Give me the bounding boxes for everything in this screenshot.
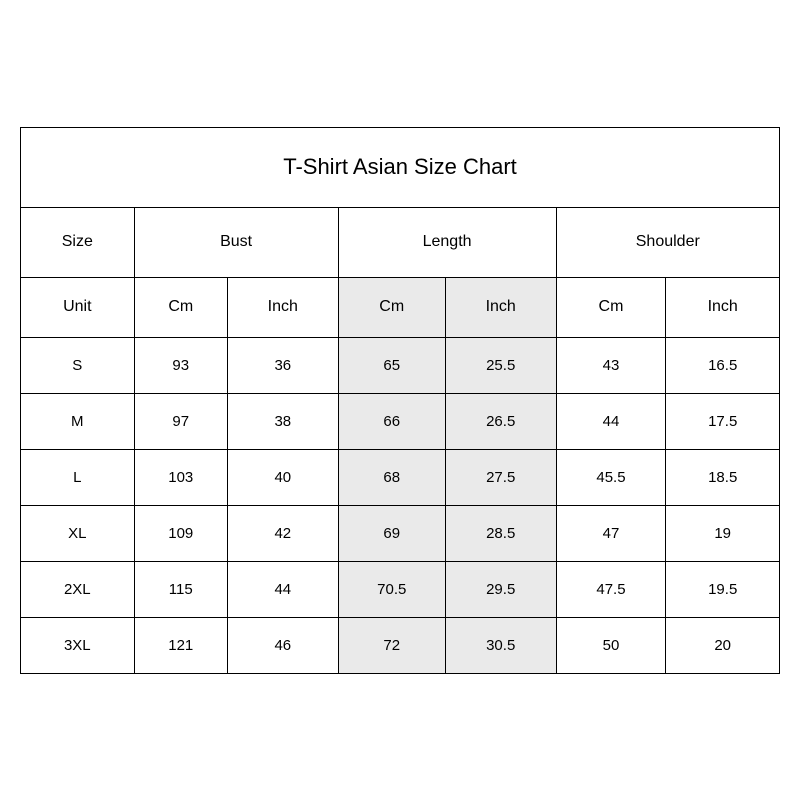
cell-length-cm: 69 bbox=[338, 505, 445, 561]
unit-bust-cm: Cm bbox=[134, 277, 227, 337]
cell-size: L bbox=[21, 449, 135, 505]
cell-bust-cm: 103 bbox=[134, 449, 227, 505]
unit-row: Unit Cm Inch Cm Inch Cm Inch bbox=[21, 277, 780, 337]
cell-bust-inch: 38 bbox=[227, 393, 338, 449]
col-header-length: Length bbox=[338, 207, 556, 277]
table-row: S 93 36 65 25.5 43 16.5 bbox=[21, 337, 780, 393]
cell-shoulder-cm: 47 bbox=[556, 505, 666, 561]
cell-length-cm: 70.5 bbox=[338, 561, 445, 617]
cell-shoulder-inch: 19 bbox=[666, 505, 780, 561]
unit-length-inch: Inch bbox=[445, 277, 556, 337]
cell-bust-inch: 40 bbox=[227, 449, 338, 505]
table-row: M 97 38 66 26.5 44 17.5 bbox=[21, 393, 780, 449]
cell-length-cm: 65 bbox=[338, 337, 445, 393]
cell-length-cm: 66 bbox=[338, 393, 445, 449]
cell-shoulder-cm: 47.5 bbox=[556, 561, 666, 617]
cell-bust-cm: 97 bbox=[134, 393, 227, 449]
table-title-row: T-Shirt Asian Size Chart bbox=[21, 127, 780, 207]
cell-shoulder-inch: 19.5 bbox=[666, 561, 780, 617]
cell-shoulder-inch: 20 bbox=[666, 617, 780, 673]
column-group-row: Size Bust Length Shoulder bbox=[21, 207, 780, 277]
unit-length-cm: Cm bbox=[338, 277, 445, 337]
cell-bust-cm: 121 bbox=[134, 617, 227, 673]
cell-length-inch: 27.5 bbox=[445, 449, 556, 505]
page-container: T-Shirt Asian Size Chart Size Bust Lengt… bbox=[0, 0, 800, 800]
cell-length-inch: 30.5 bbox=[445, 617, 556, 673]
cell-size: 3XL bbox=[21, 617, 135, 673]
cell-bust-inch: 44 bbox=[227, 561, 338, 617]
cell-shoulder-cm: 50 bbox=[556, 617, 666, 673]
cell-shoulder-inch: 18.5 bbox=[666, 449, 780, 505]
cell-size: S bbox=[21, 337, 135, 393]
table-row: 2XL 115 44 70.5 29.5 47.5 19.5 bbox=[21, 561, 780, 617]
cell-bust-cm: 109 bbox=[134, 505, 227, 561]
cell-bust-cm: 115 bbox=[134, 561, 227, 617]
unit-bust-inch: Inch bbox=[227, 277, 338, 337]
cell-bust-cm: 93 bbox=[134, 337, 227, 393]
cell-length-inch: 29.5 bbox=[445, 561, 556, 617]
unit-label: Unit bbox=[21, 277, 135, 337]
size-chart-table: T-Shirt Asian Size Chart Size Bust Lengt… bbox=[20, 127, 780, 674]
cell-size: XL bbox=[21, 505, 135, 561]
cell-length-inch: 28.5 bbox=[445, 505, 556, 561]
cell-shoulder-cm: 45.5 bbox=[556, 449, 666, 505]
col-header-bust: Bust bbox=[134, 207, 338, 277]
cell-length-inch: 25.5 bbox=[445, 337, 556, 393]
table-row: XL 109 42 69 28.5 47 19 bbox=[21, 505, 780, 561]
cell-shoulder-inch: 16.5 bbox=[666, 337, 780, 393]
cell-bust-inch: 46 bbox=[227, 617, 338, 673]
col-header-size: Size bbox=[21, 207, 135, 277]
table-title: T-Shirt Asian Size Chart bbox=[21, 127, 780, 207]
unit-shoulder-cm: Cm bbox=[556, 277, 666, 337]
cell-length-inch: 26.5 bbox=[445, 393, 556, 449]
cell-length-cm: 72 bbox=[338, 617, 445, 673]
cell-size: 2XL bbox=[21, 561, 135, 617]
cell-length-cm: 68 bbox=[338, 449, 445, 505]
unit-shoulder-inch: Inch bbox=[666, 277, 780, 337]
table-row: 3XL 121 46 72 30.5 50 20 bbox=[21, 617, 780, 673]
cell-shoulder-cm: 43 bbox=[556, 337, 666, 393]
cell-shoulder-inch: 17.5 bbox=[666, 393, 780, 449]
col-header-shoulder: Shoulder bbox=[556, 207, 779, 277]
cell-shoulder-cm: 44 bbox=[556, 393, 666, 449]
cell-bust-inch: 42 bbox=[227, 505, 338, 561]
cell-bust-inch: 36 bbox=[227, 337, 338, 393]
cell-size: M bbox=[21, 393, 135, 449]
table-row: L 103 40 68 27.5 45.5 18.5 bbox=[21, 449, 780, 505]
